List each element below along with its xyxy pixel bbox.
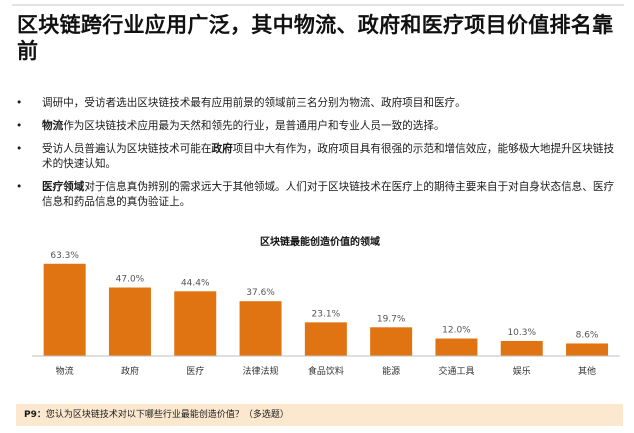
bar-9 xyxy=(566,343,609,356)
data-label-9: 8.6% xyxy=(576,330,599,340)
data-label-3: 44.4% xyxy=(181,278,210,288)
question-footer: P9：您认为区块链技术对以下哪些行业最能创造价值？（多选题） xyxy=(16,404,623,426)
data-label-7: 12.0% xyxy=(442,326,471,336)
bullet-item: • 调研中，受访者选出区块链技术最有应用前景的领域前三名分别为物流、政府项目和医… xyxy=(16,96,624,111)
page-title: 区块链跨行业应用广泛，其中物流、政府和医疗项目价值排名靠前 xyxy=(17,13,614,63)
category-label-9: 其他 xyxy=(578,365,596,377)
bullet-body: 对于信息真伪辨别的需求远大于其他领域。人们对于区块链技术在医疗上的期待主要来自于… xyxy=(42,181,615,208)
data-label-5: 23.1% xyxy=(312,309,341,319)
category-label-8: 娱乐 xyxy=(513,365,531,377)
data-label-1: 63.3% xyxy=(50,251,79,261)
category-label-1: 物流 xyxy=(56,365,74,377)
bullet-marker: • xyxy=(16,181,23,193)
bars-group: 63.3% 物流 47.0% 政府 44.4% 医疗 37.6% 法律法规 23.1% 食品饮料 1… xyxy=(32,251,620,377)
bar-3 xyxy=(174,291,217,356)
data-label-8: 10.3% xyxy=(507,328,536,338)
bar-5 xyxy=(304,322,347,356)
footer-label: P9： xyxy=(24,410,46,420)
bullet-highlight: 医疗领域 xyxy=(42,181,85,193)
bullet-item: • 受访人员普遍认为区块链技术可能在政府项目中大有作为，政府项目具有很强的示范和… xyxy=(16,142,624,172)
bullet-body: 受访人员普遍认为区块链技术可能在 xyxy=(42,143,212,155)
category-label-3: 医疗 xyxy=(186,365,204,377)
bullet-text: 医疗领域对于信息真伪辨别的需求远大于其他领域。人们对于区块链技术在医疗上的期待主… xyxy=(42,180,624,210)
bullet-highlight: 政府 xyxy=(211,143,233,155)
bullet-marker: • xyxy=(16,143,23,155)
bullet-body: 作为区块链技术应用最为天然和领先的行业，是普通用户和专业人员一致的选择。 xyxy=(63,120,445,132)
bar-1 xyxy=(43,263,86,356)
bar-6 xyxy=(370,327,413,356)
bullet-item: • 物流作为区块链技术应用最为天然和领先的行业，是普通用户和专业人员一致的选择。 xyxy=(16,119,624,134)
bar-8 xyxy=(500,340,543,356)
bullet-marker: • xyxy=(16,120,23,132)
bullet-text: 受访人员普遍认为区块链技术可能在政府项目中大有作为，政府项目具有很强的示范和增信… xyxy=(42,142,624,172)
category-label-7: 交通工具 xyxy=(438,365,474,377)
bar-chart: 区块链最能创造价值的领域 63.3% 物流 47.0% 政府 44.4% 医疗 37.6% 法… xyxy=(32,235,620,377)
chart-title: 区块链最能创造价值的领域 xyxy=(260,235,380,248)
data-label-2: 47.0% xyxy=(116,275,145,285)
bullet-highlight: 物流 xyxy=(42,120,64,132)
bar-4 xyxy=(239,301,282,356)
data-label-4: 37.6% xyxy=(246,288,275,298)
bullet-text: 调研中，受访者选出区块链技术最有应用前景的领域前三名分别为物流、政府项目和医疗。 xyxy=(42,97,466,109)
bullet-body: 项目中大有作为，政府项目具有很强的示范和增信效应，能够极大地提升区块链技术的快速… xyxy=(42,143,615,170)
category-label-5: 食品饮料 xyxy=(308,365,344,377)
category-label-2: 政府 xyxy=(121,365,139,377)
bullet-list: • 调研中，受访者选出区块链技术最有应用前景的领域前三名分别为物流、政府项目和医… xyxy=(16,96,624,218)
category-label-4: 法律法规 xyxy=(243,365,279,377)
bullet-item: • 医疗领域对于信息真伪辨别的需求远大于其他领域。人们对于区块链技术在医疗上的期… xyxy=(16,180,624,210)
category-label-6: 能源 xyxy=(382,365,400,377)
bar-7 xyxy=(435,338,478,356)
bar-2 xyxy=(108,287,151,356)
top-rule xyxy=(12,4,624,6)
bullet-marker: • xyxy=(16,97,23,109)
bullet-text: 物流作为区块链技术应用最为天然和领先的行业，是普通用户和专业人员一致的选择。 xyxy=(42,119,624,134)
footer-text: 您认为区块链技术对以下哪些行业最能创造价值？（多选题） xyxy=(45,410,289,420)
data-label-6: 19.7% xyxy=(377,314,406,324)
